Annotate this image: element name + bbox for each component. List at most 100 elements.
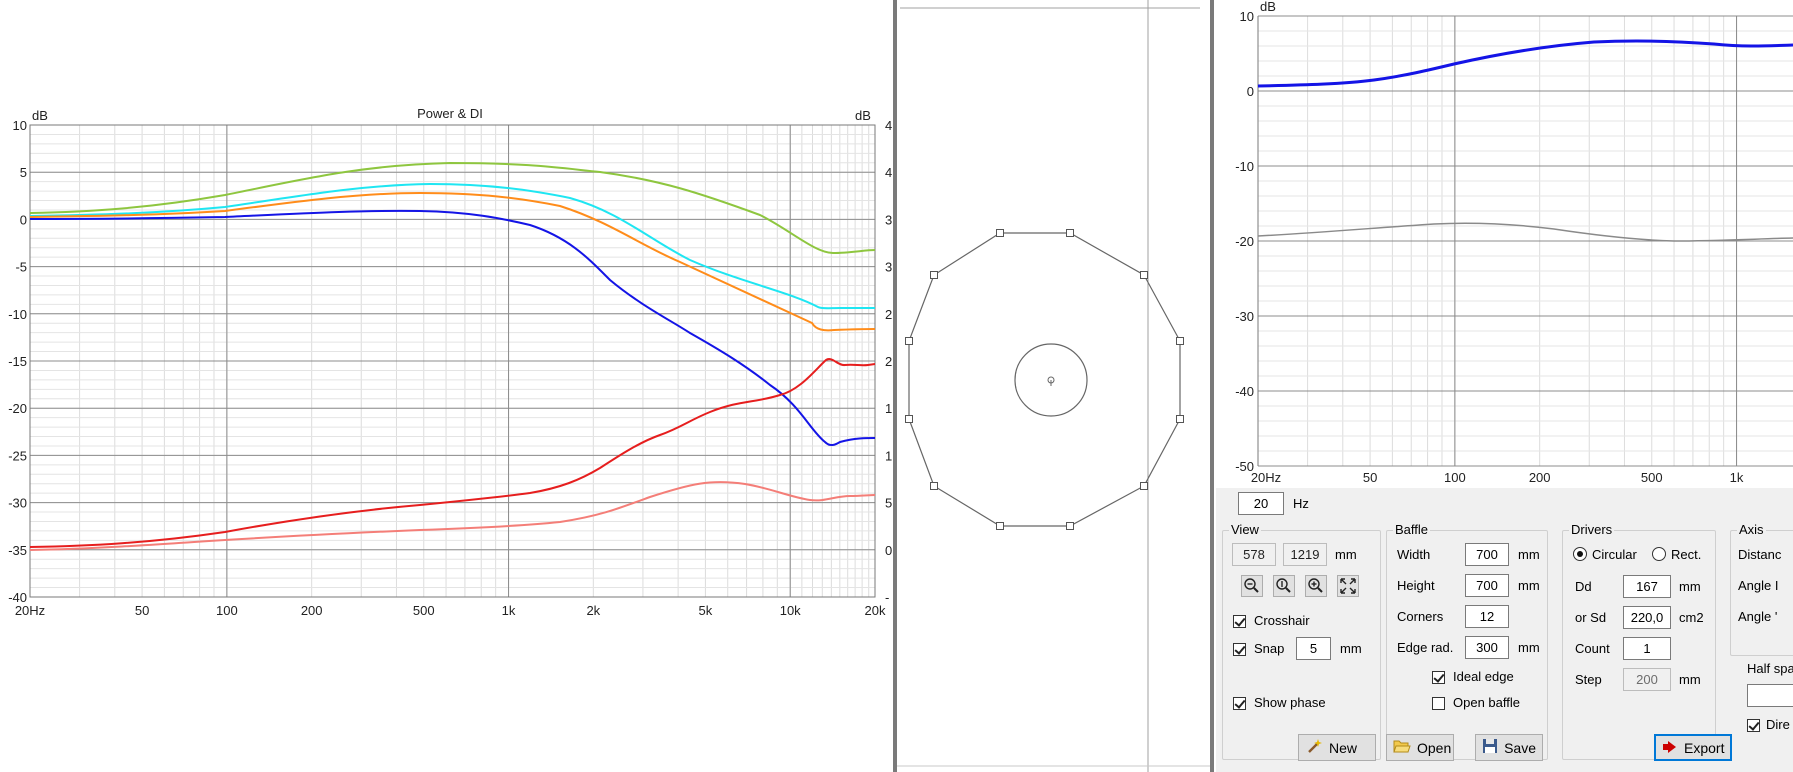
folder-open-icon bbox=[1393, 738, 1411, 757]
circular-radio[interactable] bbox=[1573, 547, 1587, 561]
snap-checkbox[interactable] bbox=[1233, 643, 1246, 656]
export-button-label: Export bbox=[1684, 739, 1725, 756]
response-x-tick: 500 bbox=[1641, 470, 1663, 485]
power-x-tick: 10k bbox=[780, 603, 801, 618]
save-button[interactable]: Save bbox=[1475, 734, 1543, 761]
show-phase-label: Show phase bbox=[1254, 695, 1326, 710]
power-x-tick: 200 bbox=[301, 603, 323, 618]
power-right-tick: 3 bbox=[885, 260, 892, 275]
rect-label: Rect. bbox=[1671, 547, 1702, 562]
response-unit: dB bbox=[1260, 0, 1276, 14]
sd-label: or Sd bbox=[1575, 610, 1607, 625]
power-di-chart[interactable]: 10 45 40 3-5 3-10 2-15 2-20 1-25 1-30 5-35 0-40 -20… bbox=[0, 0, 893, 772]
power-y-tick: -25 bbox=[8, 448, 27, 463]
zoom-out-button[interactable] bbox=[1241, 575, 1263, 597]
baffle-width-input[interactable]: 700 bbox=[1465, 543, 1509, 566]
power-y-tick: 10 bbox=[13, 118, 27, 133]
response-y-tick: -40 bbox=[1235, 384, 1254, 399]
baffle-group: Baffle Width 700 mm Height 700 mm Corner… bbox=[1386, 522, 1548, 760]
baffle-edge-input[interactable]: 300 bbox=[1465, 636, 1509, 659]
response-x-tick: 20Hz bbox=[1251, 470, 1281, 485]
new-button-label: New bbox=[1329, 739, 1358, 756]
new-button[interactable]: New bbox=[1298, 734, 1376, 761]
power-y-tick: -15 bbox=[8, 354, 27, 369]
crosshair-checkbox[interactable] bbox=[1233, 615, 1246, 628]
corner-handle[interactable] bbox=[996, 522, 1004, 530]
show-phase-checkbox[interactable] bbox=[1233, 697, 1246, 710]
response-y-tick: -30 bbox=[1235, 309, 1254, 324]
axis-angle-h-label: Angle I bbox=[1738, 578, 1779, 593]
baffle-height-input[interactable]: 700 bbox=[1465, 574, 1509, 597]
curve-cyan bbox=[29, 182, 875, 310]
baffle-edge-label: Edge rad. bbox=[1397, 640, 1454, 655]
frequency-input[interactable]: 20 bbox=[1238, 492, 1284, 515]
zoom-reset-button[interactable] bbox=[1273, 575, 1295, 597]
floppy-disk-icon bbox=[1482, 738, 1498, 757]
open-button-label: Open bbox=[1417, 739, 1452, 756]
axis-group: Axis Distanc Angle I Angle ' bbox=[1730, 522, 1793, 656]
response-chart[interactable]: 100-10-20-30-40-5020Hz501002005001k2dB bbox=[1214, 0, 1793, 488]
power-right-tick: 0 bbox=[885, 543, 892, 558]
corner-handle[interactable] bbox=[1140, 271, 1148, 279]
open-baffle-label: Open baffle bbox=[1453, 695, 1520, 710]
corner-handle[interactable] bbox=[1140, 482, 1148, 490]
zoom-fit-button[interactable] bbox=[1337, 575, 1359, 597]
power-chart-grid bbox=[29, 124, 876, 598]
power-x-tick: 5k bbox=[699, 603, 713, 618]
open-button[interactable]: Open bbox=[1386, 734, 1454, 761]
baffle-group-title: Baffle bbox=[1393, 522, 1431, 537]
sd-unit: cm2 bbox=[1679, 610, 1704, 625]
response-curve-blue bbox=[1257, 39, 1793, 88]
half-space-input[interactable] bbox=[1747, 684, 1793, 707]
corner-handle[interactable] bbox=[905, 337, 913, 345]
power-right-tick: 1 bbox=[885, 401, 892, 416]
sd-input[interactable]: 220,0 bbox=[1623, 606, 1671, 629]
power-chart-curves bbox=[29, 161, 876, 551]
baffle-drawing[interactable] bbox=[897, 0, 1210, 772]
curve-green bbox=[29, 161, 876, 255]
corner-handle[interactable] bbox=[930, 482, 938, 490]
baffle-corner-handles[interactable] bbox=[905, 229, 1184, 530]
power-x-tick: 2k bbox=[586, 603, 600, 618]
dd-input[interactable]: 167 bbox=[1623, 575, 1671, 598]
splitter-left[interactable] bbox=[893, 0, 897, 772]
power-y-tick: -10 bbox=[8, 307, 27, 322]
power-y-tick: 5 bbox=[20, 165, 27, 180]
baffle-outline bbox=[908, 232, 1181, 527]
ideal-edge-checkbox[interactable] bbox=[1432, 671, 1445, 684]
baffle-corners-input[interactable]: 12 bbox=[1465, 605, 1509, 628]
corner-handle[interactable] bbox=[905, 415, 913, 423]
power-y-tick: -30 bbox=[8, 496, 27, 511]
response-y-tick: -20 bbox=[1235, 234, 1254, 249]
open-baffle-checkbox[interactable] bbox=[1432, 697, 1445, 710]
snap-label: Snap bbox=[1254, 641, 1285, 656]
directivity-checkbox[interactable] bbox=[1747, 719, 1760, 732]
response-y-tick: -10 bbox=[1235, 159, 1254, 174]
corner-handle[interactable] bbox=[996, 229, 1004, 237]
power-right-tick: 4 bbox=[885, 165, 892, 180]
corner-handle[interactable] bbox=[1176, 337, 1184, 345]
export-button[interactable]: Export bbox=[1654, 734, 1732, 761]
response-curve-gray bbox=[1257, 222, 1793, 242]
zoom-in-button[interactable] bbox=[1305, 575, 1327, 597]
snap-value-input[interactable]: 5 bbox=[1296, 637, 1331, 660]
corner-handle[interactable] bbox=[1176, 415, 1184, 423]
view-width-field: 578 bbox=[1232, 543, 1276, 566]
power-right-tick: 1 bbox=[885, 448, 892, 463]
corner-handle[interactable] bbox=[1066, 229, 1074, 237]
baffle-corners-label: Corners bbox=[1397, 609, 1444, 624]
splitter-right[interactable] bbox=[1210, 0, 1214, 772]
curve-pink bbox=[29, 481, 876, 551]
power-x-tick: 20k bbox=[865, 603, 886, 618]
rect-radio[interactable] bbox=[1652, 547, 1666, 561]
baffle-edge-unit: mm bbox=[1518, 640, 1540, 655]
power-y-tick: -40 bbox=[8, 590, 27, 605]
baffle-width-unit: mm bbox=[1518, 547, 1540, 562]
driver-circle[interactable] bbox=[1014, 343, 1088, 417]
count-input[interactable]: 1 bbox=[1623, 637, 1671, 660]
dd-label: Dd bbox=[1575, 579, 1592, 594]
corner-handle[interactable] bbox=[1066, 522, 1074, 530]
corner-handle[interactable] bbox=[930, 271, 938, 279]
power-chart-labels: 10 45 40 3-5 3-10 2-15 2-20 1-25 1-30 5-35 0-40 -20… bbox=[8, 106, 892, 618]
directivity-label: Dire bbox=[1766, 717, 1790, 732]
